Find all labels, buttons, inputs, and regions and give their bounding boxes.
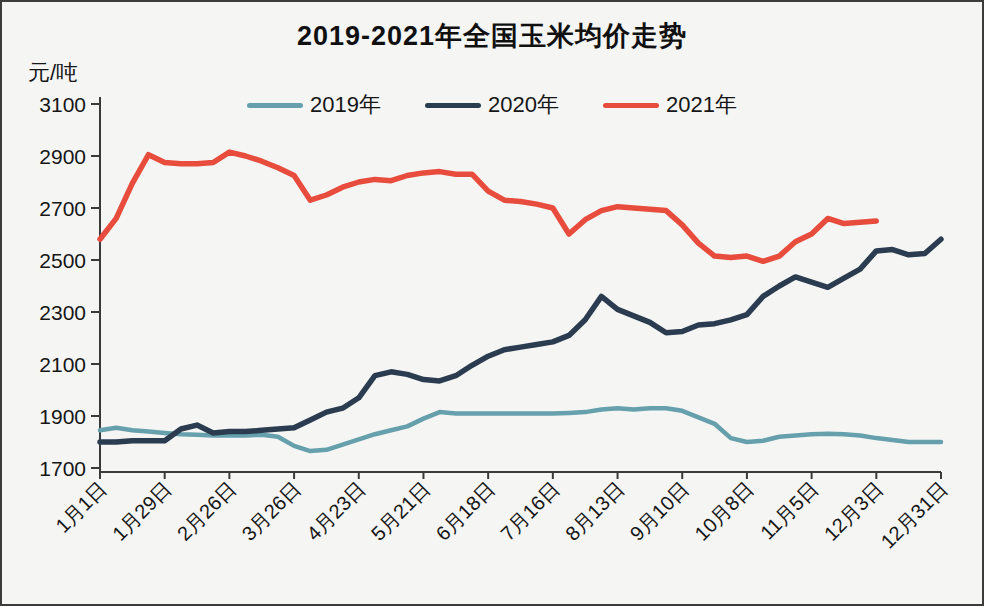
- y-tick-label: 2900: [39, 145, 86, 168]
- chart-frame: 2019-2021年全国玉米均价走势 元/吨 2019年 2020年 2021年…: [0, 0, 984, 606]
- x-tick-label: 3月26日: [237, 477, 304, 544]
- x-tick-label: 7月16日: [496, 477, 563, 544]
- series-line-2021年: [100, 152, 876, 261]
- y-tick-label: 2700: [39, 197, 86, 220]
- x-tick-label: 10月8日: [690, 477, 757, 544]
- y-tick-label: 2300: [39, 301, 86, 324]
- x-tick-label: 6月18日: [432, 477, 499, 544]
- x-tick-label: 9月10日: [626, 477, 693, 544]
- y-tick-label: 2500: [39, 249, 86, 272]
- x-tick-label: 1月29日: [108, 477, 175, 544]
- x-tick-label: 12月31日: [877, 477, 952, 552]
- x-tick-label: 8月13日: [561, 477, 628, 544]
- x-tick-label: 2月26日: [173, 477, 240, 544]
- y-tick-label: 2100: [39, 353, 86, 376]
- x-tick-label: 1月1日: [51, 477, 111, 537]
- x-tick-label: 5月21日: [367, 477, 434, 544]
- x-tick-label: 11月5日: [756, 477, 822, 543]
- line-chart-canvas: 3100 2900 2700 2500 2300 2100 1900 17001月1日1月29…: [2, 2, 984, 606]
- x-tick-label: 12月3日: [820, 477, 887, 544]
- y-tick-label: 1900: [39, 405, 86, 428]
- y-tick-label: 3100: [39, 93, 86, 116]
- y-tick-label: 1700: [39, 457, 86, 480]
- x-tick-label: 4月23日: [302, 477, 369, 544]
